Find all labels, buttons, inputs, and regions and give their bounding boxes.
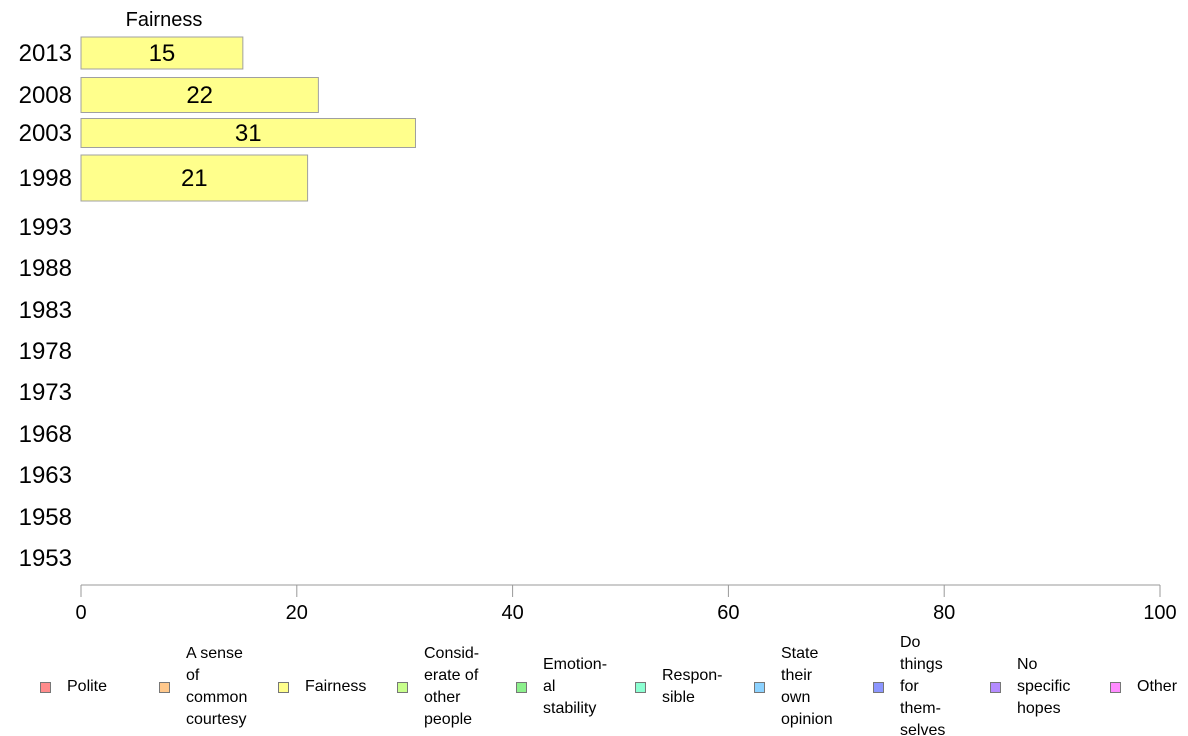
y-tick-label-2013: 2013 bbox=[19, 40, 72, 67]
legend-label-3: Consid- erate of other people bbox=[424, 645, 480, 728]
legend-label-0: Polite bbox=[67, 678, 108, 695]
bar-2008-series-2 bbox=[80, 77, 319, 113]
x-tick-label-20: 20 bbox=[286, 602, 308, 624]
bar-1998-series-2 bbox=[80, 154, 309, 202]
bar-2013-series-2 bbox=[80, 36, 244, 70]
legend: Polite A sense of common courtesy Fairness… bbox=[0, 636, 1188, 736]
legend-label-5: Respon- sible bbox=[662, 667, 723, 706]
y-tick-label-2003: 2003 bbox=[19, 120, 72, 147]
legend-label-9: Other bbox=[1137, 678, 1178, 695]
legend-label-1: A sense of common courtesy bbox=[186, 645, 248, 728]
x-tick-label-0: 0 bbox=[75, 602, 86, 624]
legend-label-2: Fairness bbox=[305, 678, 367, 695]
bars: 15 22 31 21 bbox=[80, 36, 416, 202]
y-tick-label-1963: 1963 bbox=[19, 462, 72, 489]
legend-swatch-2 bbox=[278, 681, 289, 693]
x-tick-label-100: 100 bbox=[1143, 602, 1176, 624]
x-tick-label-40: 40 bbox=[501, 602, 523, 624]
y-tick-label-1973: 1973 bbox=[19, 379, 72, 406]
legend-swatch-4 bbox=[516, 681, 527, 693]
year-labels: 2013 2008 2003 1998 1993 1988 1983 1978 1973 1968… bbox=[19, 40, 72, 572]
legend-item-3: Consid- erate of other people bbox=[397, 643, 479, 731]
legend-label-6: State their own opinion bbox=[781, 645, 833, 728]
y-tick-label-1958: 1958 bbox=[19, 504, 72, 531]
legend-swatch-5 bbox=[635, 681, 646, 693]
legend-label-4: Emotion- al stability bbox=[543, 656, 608, 717]
legend-item-7: Do things for them- selves bbox=[873, 636, 945, 736]
y-tick-label-1993: 1993 bbox=[19, 214, 72, 241]
legend-item-1: A sense of common courtesy bbox=[159, 643, 247, 731]
legend-swatch-7 bbox=[873, 681, 884, 693]
legend-item-8: No specific hopes bbox=[990, 654, 1070, 720]
x-axis: 0 20 40 60 80 100 bbox=[75, 584, 1177, 624]
legend-label-8: No specific hopes bbox=[1017, 656, 1071, 717]
y-tick-label-1988: 1988 bbox=[19, 255, 72, 282]
legend-swatch-8 bbox=[990, 681, 1001, 693]
stacked-bar-chart: Fairness 2013 2008 2003 1998 1993 1988 1983 197… bbox=[19, 9, 1177, 624]
data-label-1998: 21 bbox=[181, 165, 208, 192]
legend-swatch-0 bbox=[40, 681, 51, 693]
bar-2003-series-2 bbox=[80, 118, 416, 148]
legend-item-4: Emotion- al stability bbox=[516, 654, 607, 720]
legend-swatch-9 bbox=[1110, 681, 1121, 693]
legend-item-2: Fairness bbox=[278, 676, 366, 698]
legend-item-0: Polite bbox=[40, 676, 107, 698]
legend-label-7: Do things for them- selves bbox=[900, 636, 946, 736]
y-tick-label-2008: 2008 bbox=[19, 82, 72, 109]
x-tick-label-60: 60 bbox=[717, 602, 739, 624]
legend-swatch-1 bbox=[159, 681, 170, 693]
data-label-2013: 15 bbox=[149, 40, 176, 67]
column-label: Fairness bbox=[126, 9, 203, 31]
y-tick-label-1998: 1998 bbox=[19, 165, 72, 192]
legend-swatch-6 bbox=[754, 681, 765, 693]
y-tick-label-1953: 1953 bbox=[19, 545, 72, 572]
data-label-2008: 22 bbox=[186, 82, 213, 109]
data-label-2003: 31 bbox=[235, 120, 262, 147]
y-tick-label-1983: 1983 bbox=[19, 297, 72, 324]
legend-item-5: Respon- sible bbox=[635, 665, 722, 709]
legend-item-6: State their own opinion bbox=[754, 643, 833, 731]
y-tick-label-1968: 1968 bbox=[19, 421, 72, 448]
legend-swatch-3 bbox=[397, 681, 408, 693]
x-tick-label-80: 80 bbox=[933, 602, 955, 624]
legend-item-9: Other bbox=[1110, 676, 1177, 698]
y-tick-label-1978: 1978 bbox=[19, 338, 72, 365]
